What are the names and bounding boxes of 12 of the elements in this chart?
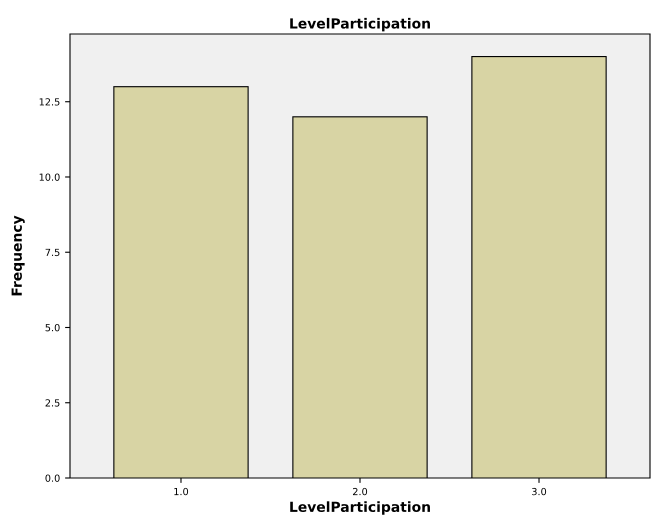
y-tick-label: 0.0	[45, 474, 60, 482]
y-tick-label: 10.0	[40, 173, 60, 181]
y-axis-title: Frequency	[12, 216, 25, 296]
y-tick-label: 2.5	[46, 399, 60, 407]
x-tick-label: 3.0	[532, 488, 546, 496]
x-tick-label: 1.0	[174, 488, 188, 496]
y-tick-label: 7.5	[46, 248, 60, 256]
x-tick-label: 2.0	[352, 488, 368, 496]
x-axis-title: LevelParticipation	[290, 501, 430, 515]
chart-title: LevelParticipation	[290, 18, 430, 32]
y-tick-label: 12.5	[40, 98, 60, 106]
y-tick-label: 5.0	[46, 324, 60, 332]
